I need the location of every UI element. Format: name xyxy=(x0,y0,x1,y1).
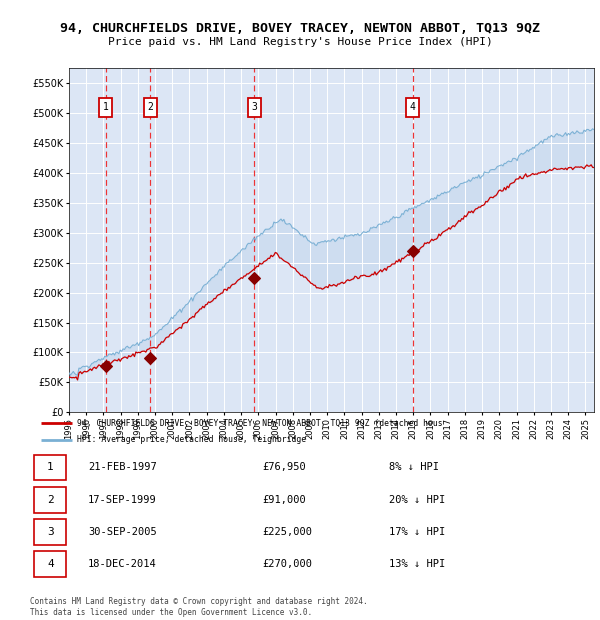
Text: Price paid vs. HM Land Registry's House Price Index (HPI): Price paid vs. HM Land Registry's House … xyxy=(107,37,493,47)
Text: 8% ↓ HPI: 8% ↓ HPI xyxy=(389,463,439,472)
Text: Contains HM Land Registry data © Crown copyright and database right 2024.
This d: Contains HM Land Registry data © Crown c… xyxy=(30,598,368,617)
FancyBboxPatch shape xyxy=(34,519,67,545)
Text: 17% ↓ HPI: 17% ↓ HPI xyxy=(389,527,445,537)
Point xyxy=(408,246,418,255)
Point xyxy=(145,353,155,363)
FancyBboxPatch shape xyxy=(99,97,112,117)
Text: 20% ↓ HPI: 20% ↓ HPI xyxy=(389,495,445,505)
FancyBboxPatch shape xyxy=(34,487,67,513)
Point xyxy=(249,273,259,283)
Text: 94, CHURCHFIELDS DRIVE, BOVEY TRACEY, NEWTON ABBOT, TQ13 9QZ (detached hous: 94, CHURCHFIELDS DRIVE, BOVEY TRACEY, NE… xyxy=(77,419,443,428)
Text: £76,950: £76,950 xyxy=(262,463,305,472)
Text: 21-FEB-1997: 21-FEB-1997 xyxy=(88,463,157,472)
Point xyxy=(101,361,110,371)
FancyBboxPatch shape xyxy=(248,97,260,117)
Text: 3: 3 xyxy=(47,527,54,537)
FancyBboxPatch shape xyxy=(143,97,157,117)
Text: 3: 3 xyxy=(251,102,257,112)
Text: 1: 1 xyxy=(47,463,54,472)
Text: 1: 1 xyxy=(103,102,109,112)
Text: 4: 4 xyxy=(47,559,54,569)
FancyBboxPatch shape xyxy=(406,97,419,117)
Text: £225,000: £225,000 xyxy=(262,527,312,537)
Text: 2: 2 xyxy=(47,495,54,505)
Text: 17-SEP-1999: 17-SEP-1999 xyxy=(88,495,157,505)
Text: 2: 2 xyxy=(147,102,153,112)
Text: 18-DEC-2014: 18-DEC-2014 xyxy=(88,559,157,569)
Text: £91,000: £91,000 xyxy=(262,495,305,505)
Text: 4: 4 xyxy=(410,102,416,112)
FancyBboxPatch shape xyxy=(34,551,67,577)
Text: 94, CHURCHFIELDS DRIVE, BOVEY TRACEY, NEWTON ABBOT, TQ13 9QZ: 94, CHURCHFIELDS DRIVE, BOVEY TRACEY, NE… xyxy=(60,22,540,35)
Text: £270,000: £270,000 xyxy=(262,559,312,569)
Text: 30-SEP-2005: 30-SEP-2005 xyxy=(88,527,157,537)
Text: 13% ↓ HPI: 13% ↓ HPI xyxy=(389,559,445,569)
Text: HPI: Average price, detached house, Teignbridge: HPI: Average price, detached house, Teig… xyxy=(77,435,307,444)
FancyBboxPatch shape xyxy=(34,454,67,480)
